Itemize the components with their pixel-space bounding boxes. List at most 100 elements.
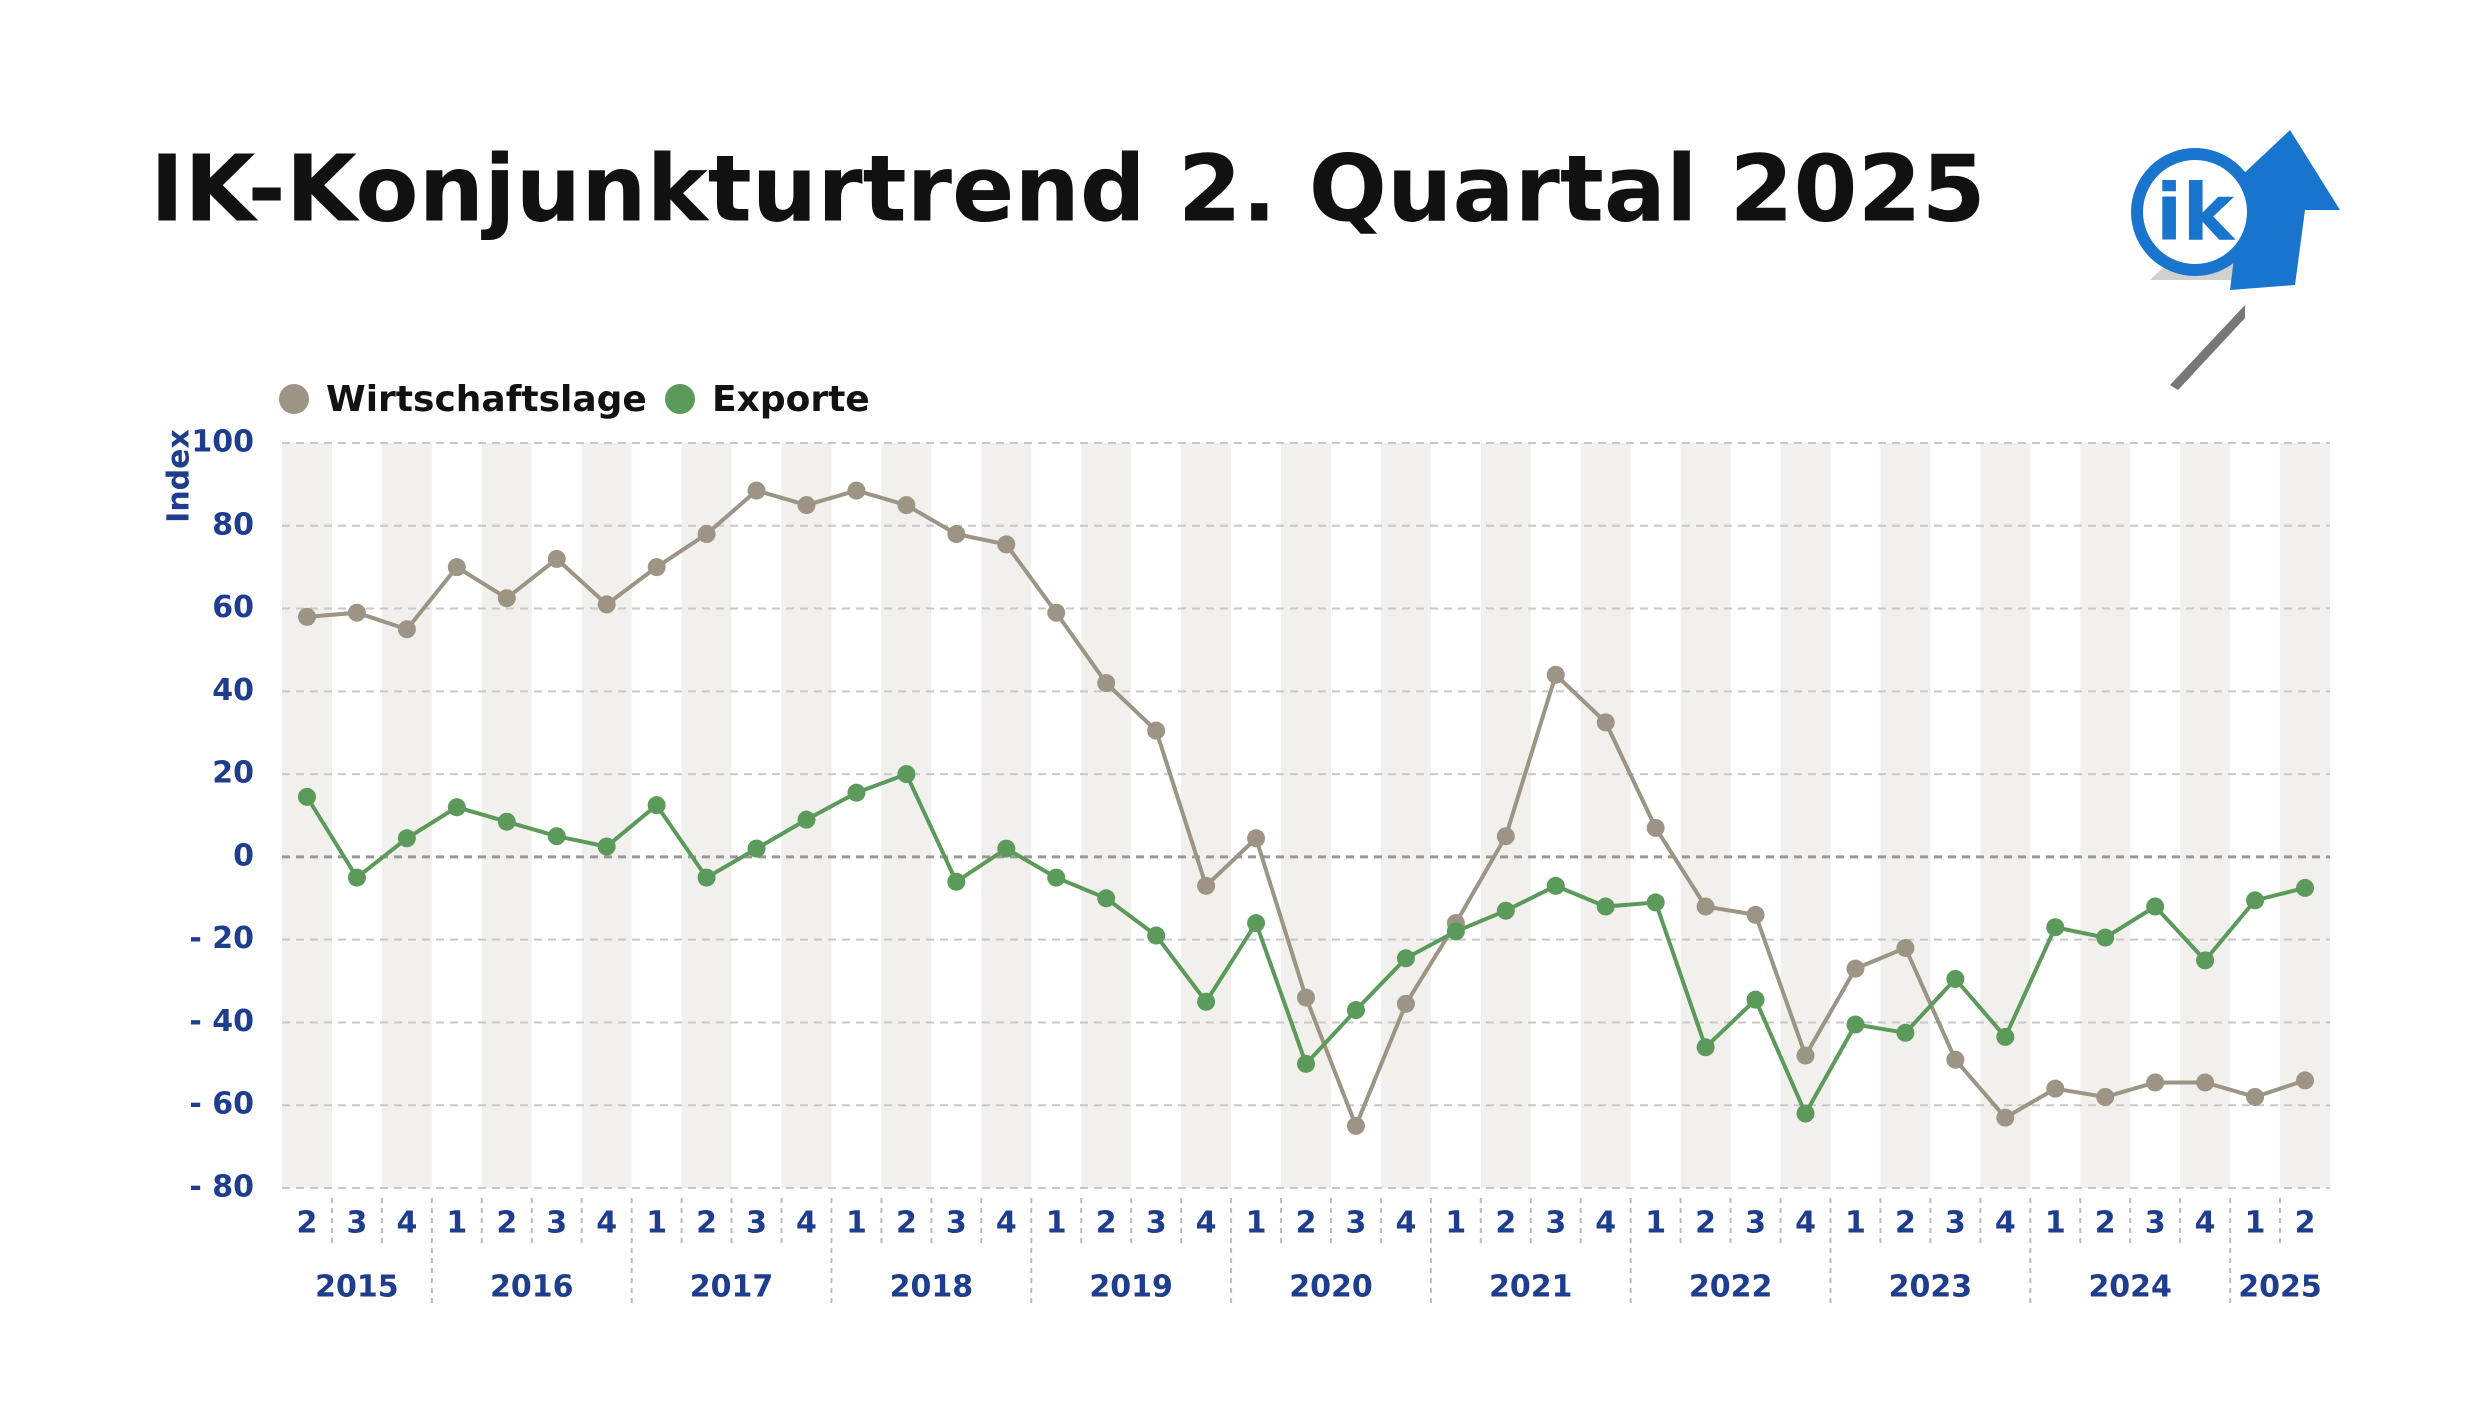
band-stripe bbox=[1181, 443, 1232, 1188]
data-point bbox=[347, 868, 366, 887]
band-stripe bbox=[2080, 443, 2131, 1188]
data-point bbox=[1247, 829, 1266, 848]
year-label: 2024 bbox=[2088, 1270, 2172, 1305]
data-point bbox=[647, 558, 666, 577]
data-point bbox=[1496, 827, 1515, 846]
band-stripe bbox=[2280, 443, 2330, 1188]
data-point bbox=[1047, 603, 1066, 622]
data-point bbox=[947, 525, 966, 544]
band-stripe bbox=[1680, 443, 1731, 1188]
data-point bbox=[1496, 901, 1515, 920]
x-tick-label: 1 bbox=[1445, 1206, 1466, 1241]
data-point bbox=[847, 481, 866, 500]
data-point bbox=[597, 837, 616, 856]
band-stripe bbox=[1380, 443, 1431, 1188]
data-point bbox=[1696, 1038, 1715, 1057]
x-tick-label: 2 bbox=[1495, 1206, 1516, 1241]
y-tick-label: - 80 bbox=[189, 1170, 254, 1205]
legend-marker bbox=[665, 384, 695, 414]
year-label: 2016 bbox=[490, 1270, 574, 1305]
data-point bbox=[997, 535, 1016, 554]
x-tick-label: 3 bbox=[946, 1206, 967, 1241]
data-point bbox=[1596, 897, 1615, 916]
data-point bbox=[797, 496, 816, 515]
band-stripe bbox=[2180, 443, 2231, 1188]
x-tick-label: 2 bbox=[2295, 1206, 2316, 1241]
x-tick-label: 4 bbox=[1395, 1206, 1416, 1241]
y-tick-label: - 60 bbox=[189, 1087, 254, 1122]
y-tick-label: 100 bbox=[191, 425, 254, 460]
data-point bbox=[2296, 878, 2315, 897]
band-stripe bbox=[381, 443, 432, 1188]
band-stripe bbox=[1281, 443, 1331, 1188]
data-point bbox=[1047, 868, 1066, 887]
svg-text:ik: ik bbox=[2156, 168, 2237, 258]
x-tick-label: 1 bbox=[446, 1206, 467, 1241]
data-point bbox=[497, 812, 516, 831]
y-tick-label: 0 bbox=[233, 838, 254, 873]
data-point bbox=[2296, 1071, 2315, 1090]
data-point bbox=[1946, 969, 1965, 988]
data-point bbox=[1396, 949, 1415, 968]
x-tick-label: 1 bbox=[846, 1206, 867, 1241]
data-point bbox=[1996, 1027, 2015, 1046]
data-point bbox=[397, 829, 416, 848]
band-stripe bbox=[581, 443, 632, 1188]
data-point bbox=[1896, 1023, 1915, 1042]
x-tick-label: 3 bbox=[1545, 1206, 1566, 1241]
data-point bbox=[1796, 1046, 1815, 1065]
x-tick-label: 2 bbox=[1695, 1206, 1716, 1241]
band-stripe bbox=[1580, 443, 1631, 1188]
legend-marker bbox=[279, 384, 309, 414]
data-point bbox=[1097, 674, 1116, 693]
data-point bbox=[1446, 922, 1465, 941]
y-tick-label: - 40 bbox=[189, 1004, 254, 1039]
x-tick-label: 4 bbox=[1595, 1206, 1616, 1241]
x-tick-label: 1 bbox=[1046, 1206, 1067, 1241]
data-point bbox=[997, 839, 1016, 858]
x-tick-label: 2 bbox=[1296, 1206, 1317, 1241]
data-point bbox=[1646, 818, 1665, 837]
y-tick-label: - 20 bbox=[189, 921, 254, 956]
x-tick-label: 3 bbox=[1146, 1206, 1167, 1241]
x-tick-label: 2 bbox=[1895, 1206, 1916, 1241]
data-point bbox=[2246, 1087, 2265, 1106]
y-axis-label: Index bbox=[162, 429, 197, 523]
x-tick-label: 2 bbox=[696, 1206, 717, 1241]
data-point bbox=[797, 810, 816, 829]
x-tick-label: 2 bbox=[896, 1206, 917, 1241]
data-point bbox=[297, 607, 316, 626]
data-point bbox=[2096, 928, 2115, 947]
x-tick-label: 2 bbox=[496, 1206, 517, 1241]
x-tick-label: 4 bbox=[596, 1206, 617, 1241]
data-point bbox=[2196, 1073, 2215, 1092]
data-point bbox=[1696, 897, 1715, 916]
y-tick-label: 60 bbox=[212, 590, 254, 625]
x-tick-label: 3 bbox=[1945, 1206, 1966, 1241]
year-label: 2020 bbox=[1289, 1270, 1373, 1305]
x-tick-label: 4 bbox=[1196, 1206, 1217, 1241]
data-point bbox=[747, 481, 766, 500]
band-stripe bbox=[981, 443, 1032, 1188]
data-point bbox=[697, 868, 716, 887]
data-point bbox=[1346, 1001, 1365, 1020]
data-point bbox=[747, 839, 766, 858]
band-stripe bbox=[881, 443, 932, 1188]
x-tick-label: 4 bbox=[1795, 1206, 1816, 1241]
data-point bbox=[947, 872, 966, 891]
x-tick-label: 4 bbox=[396, 1206, 417, 1241]
data-point bbox=[1147, 721, 1166, 740]
data-point bbox=[2096, 1087, 2115, 1106]
data-point bbox=[1846, 959, 1865, 978]
chart-title: IK-Konjunkturtrend 2. Quartal 2025 bbox=[150, 135, 1986, 242]
data-point bbox=[1346, 1116, 1365, 1135]
data-point bbox=[1946, 1050, 1965, 1069]
data-point bbox=[2046, 918, 2065, 937]
data-point bbox=[647, 796, 666, 815]
band-stripe bbox=[282, 443, 332, 1188]
data-point bbox=[697, 525, 716, 544]
data-point bbox=[2246, 891, 2265, 910]
band-stripe bbox=[1980, 443, 2031, 1188]
x-tick-label: 1 bbox=[2245, 1206, 2266, 1241]
data-point bbox=[2146, 897, 2165, 916]
